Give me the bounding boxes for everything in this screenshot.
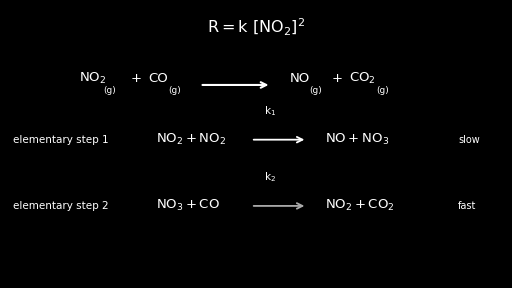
Text: elementary step 2: elementary step 2 <box>13 201 109 211</box>
Text: $\mathregular{CO_2}$: $\mathregular{CO_2}$ <box>349 71 376 86</box>
Text: slow: slow <box>458 135 480 145</box>
Text: +: + <box>332 72 343 85</box>
Text: $\mathregular{k_2}$: $\mathregular{k_2}$ <box>264 170 276 184</box>
Text: CO: CO <box>148 72 168 85</box>
Text: NO: NO <box>289 72 310 85</box>
Text: fast: fast <box>458 201 477 211</box>
Text: $\mathregular{NO + NO_3}$: $\mathregular{NO + NO_3}$ <box>325 132 389 147</box>
Text: (g): (g) <box>103 86 116 95</box>
Text: $\mathregular{R = k\ [NO_2]^2}$: $\mathregular{R = k\ [NO_2]^2}$ <box>207 17 305 38</box>
Text: +: + <box>131 72 141 85</box>
Text: $\mathregular{NO_2}$: $\mathregular{NO_2}$ <box>79 71 106 86</box>
Text: (g): (g) <box>168 86 181 95</box>
Text: (g): (g) <box>376 86 389 95</box>
Text: $\mathregular{NO_3 + CO}$: $\mathregular{NO_3 + CO}$ <box>156 198 220 213</box>
Text: $\mathregular{k_1}$: $\mathregular{k_1}$ <box>264 104 276 118</box>
Text: $\mathregular{NO_2 + CO_2}$: $\mathregular{NO_2 + CO_2}$ <box>325 198 395 213</box>
Text: (g): (g) <box>309 86 322 95</box>
Text: $\mathregular{NO_2 + NO_2}$: $\mathregular{NO_2 + NO_2}$ <box>156 132 226 147</box>
Text: elementary step 1: elementary step 1 <box>13 135 109 145</box>
